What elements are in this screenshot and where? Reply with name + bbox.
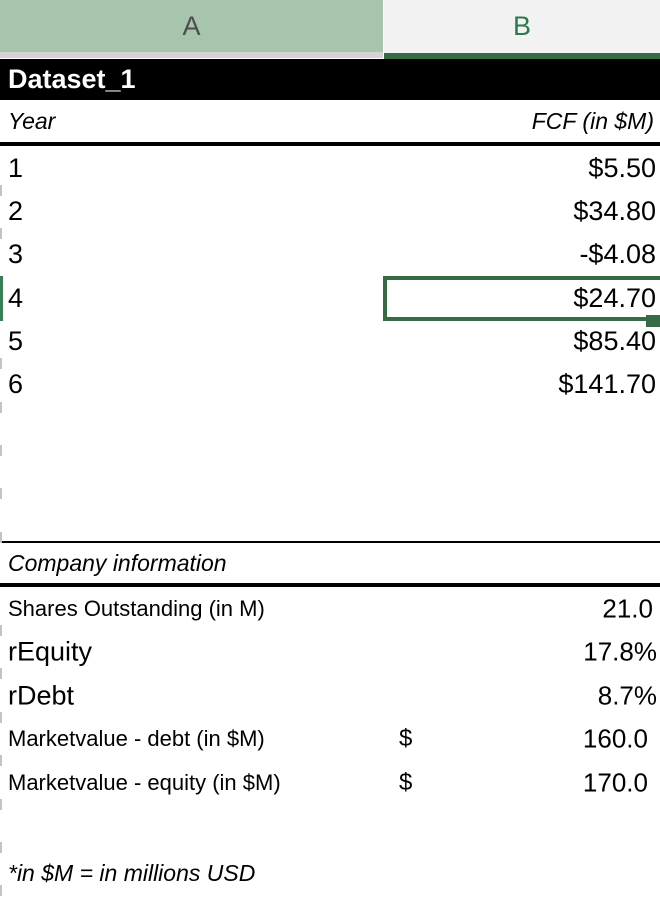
footnote[interactable]: *in $M = in millions USD (0, 851, 660, 895)
gridline-stub (0, 712, 2, 723)
fcf-cell: $34.80 (573, 196, 656, 226)
gridline-stub (0, 668, 2, 679)
info-label: rEquity (8, 636, 93, 666)
fcf-cell: $85.40 (573, 326, 656, 356)
table-row[interactable]: Shares Outstanding (in M) 21.0 (0, 587, 660, 630)
fcf-table-header-row[interactable]: Year FCF (in $M) (0, 100, 660, 146)
gridline-stub (0, 885, 2, 896)
table-row[interactable]: Marketvalue - equity (in $M) $ 170.0 (0, 761, 660, 804)
gridline-stub (0, 358, 2, 369)
table-row[interactable]: rDebt 8.7% (0, 674, 660, 717)
fcf-cell: $5.50 (588, 153, 656, 183)
fill-handle[interactable] (646, 315, 660, 327)
info-value: 17.8% (583, 636, 657, 666)
info-value: 8.7% (597, 680, 657, 710)
year-cell: 5 (8, 326, 24, 356)
year-cell: 1 (8, 153, 24, 183)
fcf-cell: -$4.08 (579, 239, 656, 269)
gridline-stub (0, 488, 2, 499)
fcf-header: FCF (in $M) (531, 107, 654, 134)
gridline-stub (0, 625, 2, 636)
year-cell: 3 (8, 239, 24, 269)
currency-symbol: $ (399, 768, 413, 796)
gridline-stub (0, 402, 2, 413)
info-label: Marketvalue - equity (in $M) (8, 769, 281, 795)
column-header-a-underline (0, 52, 383, 58)
fcf-cell: $141.70 (558, 369, 656, 399)
cell-selection-border[interactable] (383, 276, 660, 321)
selected-row-indicator (0, 276, 3, 321)
table-row[interactable]: 1 $5.50 (0, 147, 660, 190)
info-label: rDebt (8, 680, 75, 710)
company-information-label: Company information (8, 549, 227, 576)
info-label: Marketvalue - debt (in $M) (8, 725, 265, 751)
company-information-header[interactable]: Company information (0, 541, 660, 587)
table-row[interactable]: 5 $85.40 (0, 320, 660, 363)
table-row-selected[interactable]: 4 $24.70 (0, 277, 660, 320)
table-row[interactable]: 6 $141.70 (0, 363, 660, 406)
year-cell: 2 (8, 196, 24, 226)
column-header-b-active-underline (384, 53, 660, 59)
table-row[interactable]: 3 -$4.08 (0, 233, 660, 276)
table-row[interactable]: 2 $34.80 (0, 190, 660, 233)
footnote-text: *in $M = in millions USD (8, 859, 256, 886)
gridline-stub (0, 445, 2, 456)
year-header: Year (8, 107, 56, 134)
currency-symbol: $ (399, 724, 413, 752)
fcf-cell-selected: $24.70 (573, 283, 656, 313)
gridline-stub (0, 755, 2, 766)
info-value: 160.0 (582, 723, 648, 753)
column-header-b[interactable]: B (384, 0, 660, 53)
column-b-label: B (512, 11, 531, 41)
info-value: 170.0 (582, 767, 648, 797)
gridline-stub (0, 842, 2, 853)
table-row[interactable]: rEquity 17.8% (0, 630, 660, 673)
dataset-title-cell[interactable]: Dataset_1 (0, 59, 660, 100)
dataset-title: Dataset_1 (8, 64, 136, 94)
gridline-stub (0, 799, 2, 810)
year-cell: 6 (8, 369, 24, 399)
column-a-label: A (182, 10, 201, 41)
info-value: 21.0 (602, 593, 653, 623)
column-header-a[interactable]: A (0, 0, 383, 52)
table-row[interactable]: Marketvalue - debt (in $M) $ 160.0 (0, 717, 660, 760)
gridline-stub (0, 532, 2, 543)
gridline-stub (0, 228, 2, 239)
gridline-stub (0, 185, 2, 196)
year-cell: 4 (8, 283, 24, 313)
info-label: Shares Outstanding (in M) (8, 595, 265, 621)
